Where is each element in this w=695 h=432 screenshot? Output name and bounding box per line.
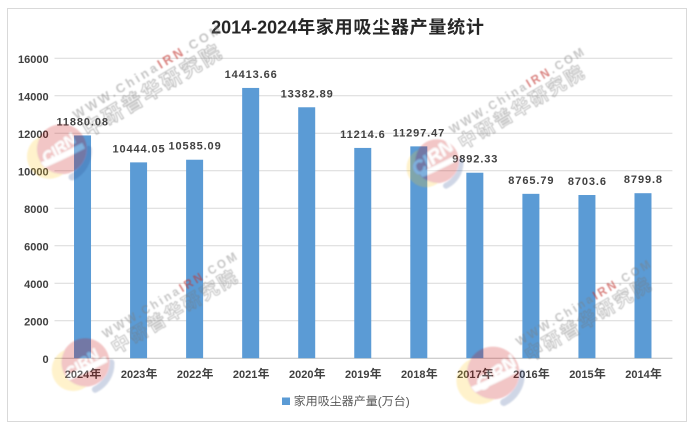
svg-text:9892.33: 9892.33	[452, 154, 498, 166]
svg-text:11297.47: 11297.47	[393, 127, 445, 139]
svg-text:2023: 2023	[121, 369, 145, 381]
svg-text:11214.6: 11214.6	[340, 129, 385, 141]
svg-text:8703.6: 8703.6	[568, 176, 607, 188]
svg-text:2018: 2018	[401, 369, 425, 381]
svg-text:14000: 14000	[18, 92, 49, 104]
svg-text:16000: 16000	[18, 54, 49, 66]
svg-text:2022: 2022	[177, 369, 201, 381]
svg-text:2000: 2000	[24, 317, 48, 329]
svg-text:6000: 6000	[24, 242, 48, 254]
svg-text:14413.66: 14413.66	[225, 69, 278, 81]
svg-text:2014: 2014	[625, 369, 650, 381]
svg-text:10585.09: 10585.09	[169, 141, 222, 153]
svg-text:10444.05: 10444.05	[112, 143, 165, 155]
svg-text:2020: 2020	[289, 369, 313, 381]
svg-text:2015: 2015	[569, 369, 593, 381]
svg-text:8000: 8000	[24, 204, 48, 216]
svg-text:): )	[406, 394, 410, 408]
svg-text:2014-2024: 2014-2024	[211, 17, 297, 37]
svg-text:4000: 4000	[24, 279, 48, 291]
svg-text:8765.79: 8765.79	[508, 175, 554, 187]
svg-text:2019: 2019	[345, 369, 369, 381]
svg-text:2021: 2021	[233, 369, 257, 381]
svg-text:8799.8: 8799.8	[624, 174, 663, 186]
svg-text:(: (	[378, 394, 382, 408]
svg-text:13382.89: 13382.89	[281, 88, 334, 100]
svg-text:0: 0	[42, 354, 48, 366]
